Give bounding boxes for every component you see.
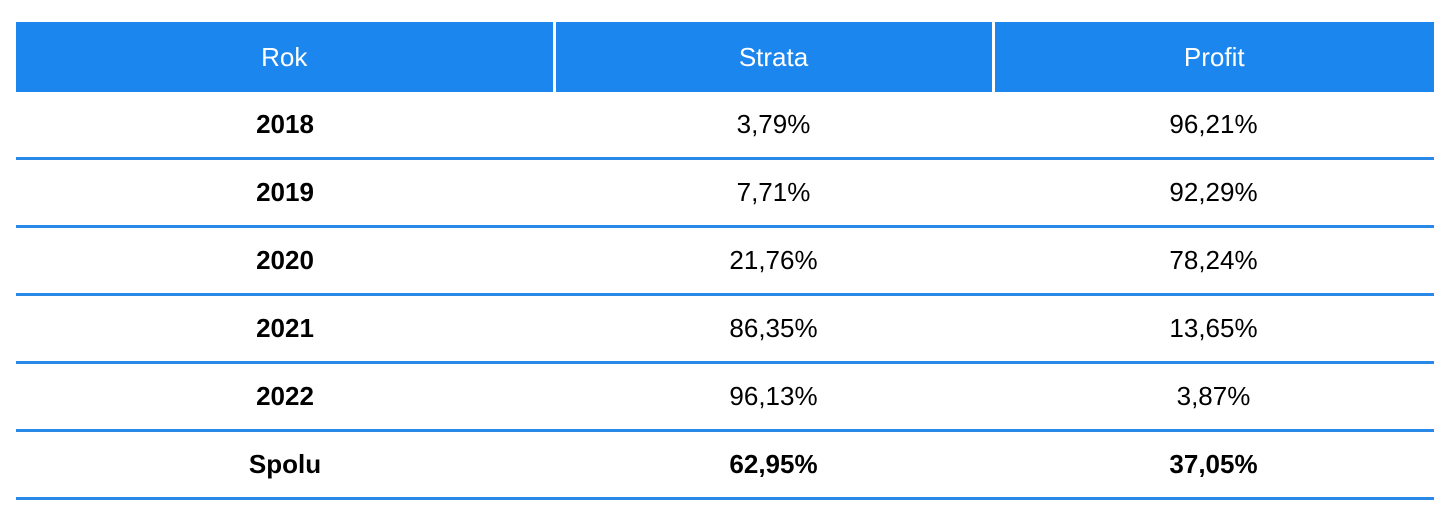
results-table: Rok Strata Profit 2018 3,79% 96,21% 2019… xyxy=(16,22,1434,500)
total-profit: 37,05% xyxy=(993,430,1434,500)
table-header: Rok Strata Profit xyxy=(16,22,1434,92)
table-row: 2021 86,35% 13,65% xyxy=(16,294,1434,364)
cell-strata: 86,35% xyxy=(554,294,993,364)
cell-rok: 2020 xyxy=(16,226,554,296)
table-row: 2020 21,76% 78,24% xyxy=(16,226,1434,296)
cell-strata: 7,71% xyxy=(554,158,993,228)
table-body: 2018 3,79% 96,21% 2019 7,71% 92,29% 2020… xyxy=(16,92,1434,500)
cell-profit: 13,65% xyxy=(993,294,1434,364)
table-row: 2019 7,71% 92,29% xyxy=(16,158,1434,228)
total-row: Spolu 62,95% 37,05% xyxy=(16,430,1434,500)
cell-profit: 3,87% xyxy=(993,362,1434,432)
header-rok: Rok xyxy=(16,22,554,92)
results-table-container: Rok Strata Profit 2018 3,79% 96,21% 2019… xyxy=(16,22,1434,500)
header-strata: Strata xyxy=(552,22,993,92)
total-label: Spolu xyxy=(16,430,554,500)
table-row: 2022 96,13% 3,87% xyxy=(16,362,1434,432)
header-row: Rok Strata Profit xyxy=(16,22,1434,92)
table-row: 2018 3,79% 96,21% xyxy=(16,92,1434,160)
cell-strata: 96,13% xyxy=(554,362,993,432)
cell-rok: 2018 xyxy=(16,92,554,160)
cell-profit: 92,29% xyxy=(993,158,1434,228)
cell-rok: 2019 xyxy=(16,158,554,228)
header-profit: Profit xyxy=(991,22,1434,92)
cell-rok: 2022 xyxy=(16,362,554,432)
cell-strata: 21,76% xyxy=(554,226,993,296)
cell-strata: 3,79% xyxy=(554,92,993,160)
total-strata: 62,95% xyxy=(554,430,993,500)
cell-profit: 96,21% xyxy=(993,92,1434,160)
cell-profit: 78,24% xyxy=(993,226,1434,296)
cell-rok: 2021 xyxy=(16,294,554,364)
